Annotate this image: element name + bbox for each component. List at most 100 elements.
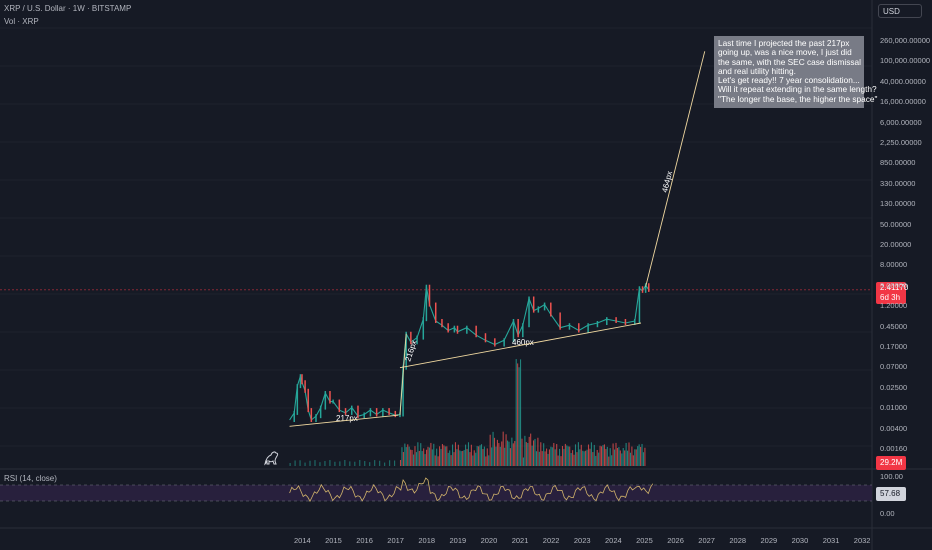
volume-bar xyxy=(559,448,561,466)
trendline-460px xyxy=(399,322,642,369)
volume-bar xyxy=(514,441,516,466)
y-tick-label: 0.17000 xyxy=(880,342,908,351)
volume-bar xyxy=(446,446,448,466)
volume-legend[interactable]: Vol · XRP xyxy=(4,17,39,26)
volume-bar xyxy=(501,441,503,466)
x-tick-label: 2016 xyxy=(356,536,373,545)
volume-bar xyxy=(621,453,623,466)
volume-bar xyxy=(547,453,549,466)
volume-bar xyxy=(492,431,494,466)
y-tick-label: 0.01000 xyxy=(880,403,908,413)
volume-bar xyxy=(506,440,509,466)
y-tick-label: 6,000.00000 xyxy=(880,117,922,127)
volume-bar xyxy=(299,460,301,466)
volume-bar xyxy=(486,448,488,466)
note-line: Last time I projected the past 217px xyxy=(718,38,850,48)
volume-bar xyxy=(433,443,435,466)
volume-bar xyxy=(421,451,423,466)
volume-bar xyxy=(452,444,454,466)
volume-bar xyxy=(613,449,616,466)
x-tick-label: 2031 xyxy=(822,536,840,545)
volume-bar xyxy=(408,446,410,466)
volume-bar xyxy=(642,452,645,466)
y-tick-label: 20.00000 xyxy=(880,240,912,249)
volume-bar xyxy=(430,442,432,466)
volume-bar xyxy=(551,447,553,466)
volume-bar xyxy=(491,447,493,466)
volume-bar xyxy=(635,449,637,466)
volume-bar xyxy=(518,367,520,466)
volume-bar xyxy=(412,454,415,466)
volume-bar xyxy=(586,449,588,466)
volume-bar xyxy=(437,456,439,466)
volume-bar xyxy=(417,442,419,466)
xrp-price-series xyxy=(289,284,650,421)
volume-bar xyxy=(512,443,514,466)
volume-bar xyxy=(590,442,592,466)
symbol-title[interactable]: XRP / U.S. Dollar · 1W · BITSTAMP xyxy=(4,4,132,13)
volume-bar xyxy=(460,451,462,466)
volume-bar xyxy=(453,452,455,466)
volume-bar xyxy=(480,444,483,466)
volume-bar xyxy=(508,441,510,466)
note-line: "The longer the base, the higher the spa… xyxy=(718,93,878,104)
rsi-band xyxy=(0,485,872,501)
volume-bar xyxy=(595,455,597,466)
note-line: Let's get ready!! 7 year consolidation..… xyxy=(718,75,860,86)
volume-bar xyxy=(631,446,633,466)
volume-bar xyxy=(629,452,632,466)
volume-bar xyxy=(434,455,436,466)
x-tick-label: 2025 xyxy=(636,536,653,545)
note-line: Will it repeat extending in the same len… xyxy=(718,84,877,95)
volume-bar xyxy=(329,460,331,466)
y-tick-label: 850.00000 xyxy=(880,158,916,168)
volume-badge: 29.2M xyxy=(876,456,906,470)
volume-bar xyxy=(587,444,590,466)
price-countdown: 6d 3h xyxy=(880,293,901,302)
volume-bar xyxy=(402,452,404,466)
volume-bar xyxy=(638,444,640,466)
rsi-legend[interactable]: RSI (14, close) xyxy=(4,474,57,483)
volume-bar xyxy=(563,448,565,466)
volume-bar xyxy=(476,446,478,466)
label-460px: 460px xyxy=(512,338,534,347)
volume-bar xyxy=(425,449,428,466)
volume-bar xyxy=(488,455,490,466)
volume-bar xyxy=(443,445,445,466)
volume-bar xyxy=(457,444,459,466)
volume-bar xyxy=(334,461,336,466)
volume-bar xyxy=(439,446,441,466)
trendline-217px xyxy=(289,414,399,427)
volume-bar xyxy=(618,447,620,466)
volume-bar xyxy=(634,449,636,466)
volume-bar xyxy=(605,449,607,466)
volume-bar xyxy=(515,359,517,466)
volume-bar xyxy=(593,444,595,466)
tradingview-logo-icon[interactable] xyxy=(263,450,283,466)
y-tick-label: 330.00000 xyxy=(880,178,916,188)
volume-bar xyxy=(640,446,642,466)
volume-bar xyxy=(482,449,484,466)
y-tick-label: 0.00400 xyxy=(880,423,908,433)
volume-bar xyxy=(359,460,361,466)
volume-bar xyxy=(485,456,487,466)
annotation-note[interactable]: Last time I projected the past 217px goi… xyxy=(714,36,878,109)
volume-bar xyxy=(440,448,442,466)
volume-bar xyxy=(470,444,472,466)
volume-bar xyxy=(521,438,523,466)
x-tick-label: 2022 xyxy=(542,536,560,545)
note-line: the same, with the SEC case dismissal xyxy=(718,56,861,67)
volume-bar xyxy=(576,452,578,466)
currency-selector[interactable]: USD xyxy=(878,4,922,18)
volume-bar xyxy=(364,461,366,466)
drawings-layer[interactable]: 217px 216px 460px 464px xyxy=(289,51,706,427)
y-tick-label: 260,000.00000 xyxy=(880,36,931,45)
volume-bar xyxy=(454,442,457,466)
price-value: 2.41170 xyxy=(880,283,909,292)
volume-bar xyxy=(410,449,412,466)
volume-bar xyxy=(599,445,601,466)
volume-bar xyxy=(554,449,556,466)
volume-bar xyxy=(598,452,600,466)
volume-bar xyxy=(533,440,535,466)
